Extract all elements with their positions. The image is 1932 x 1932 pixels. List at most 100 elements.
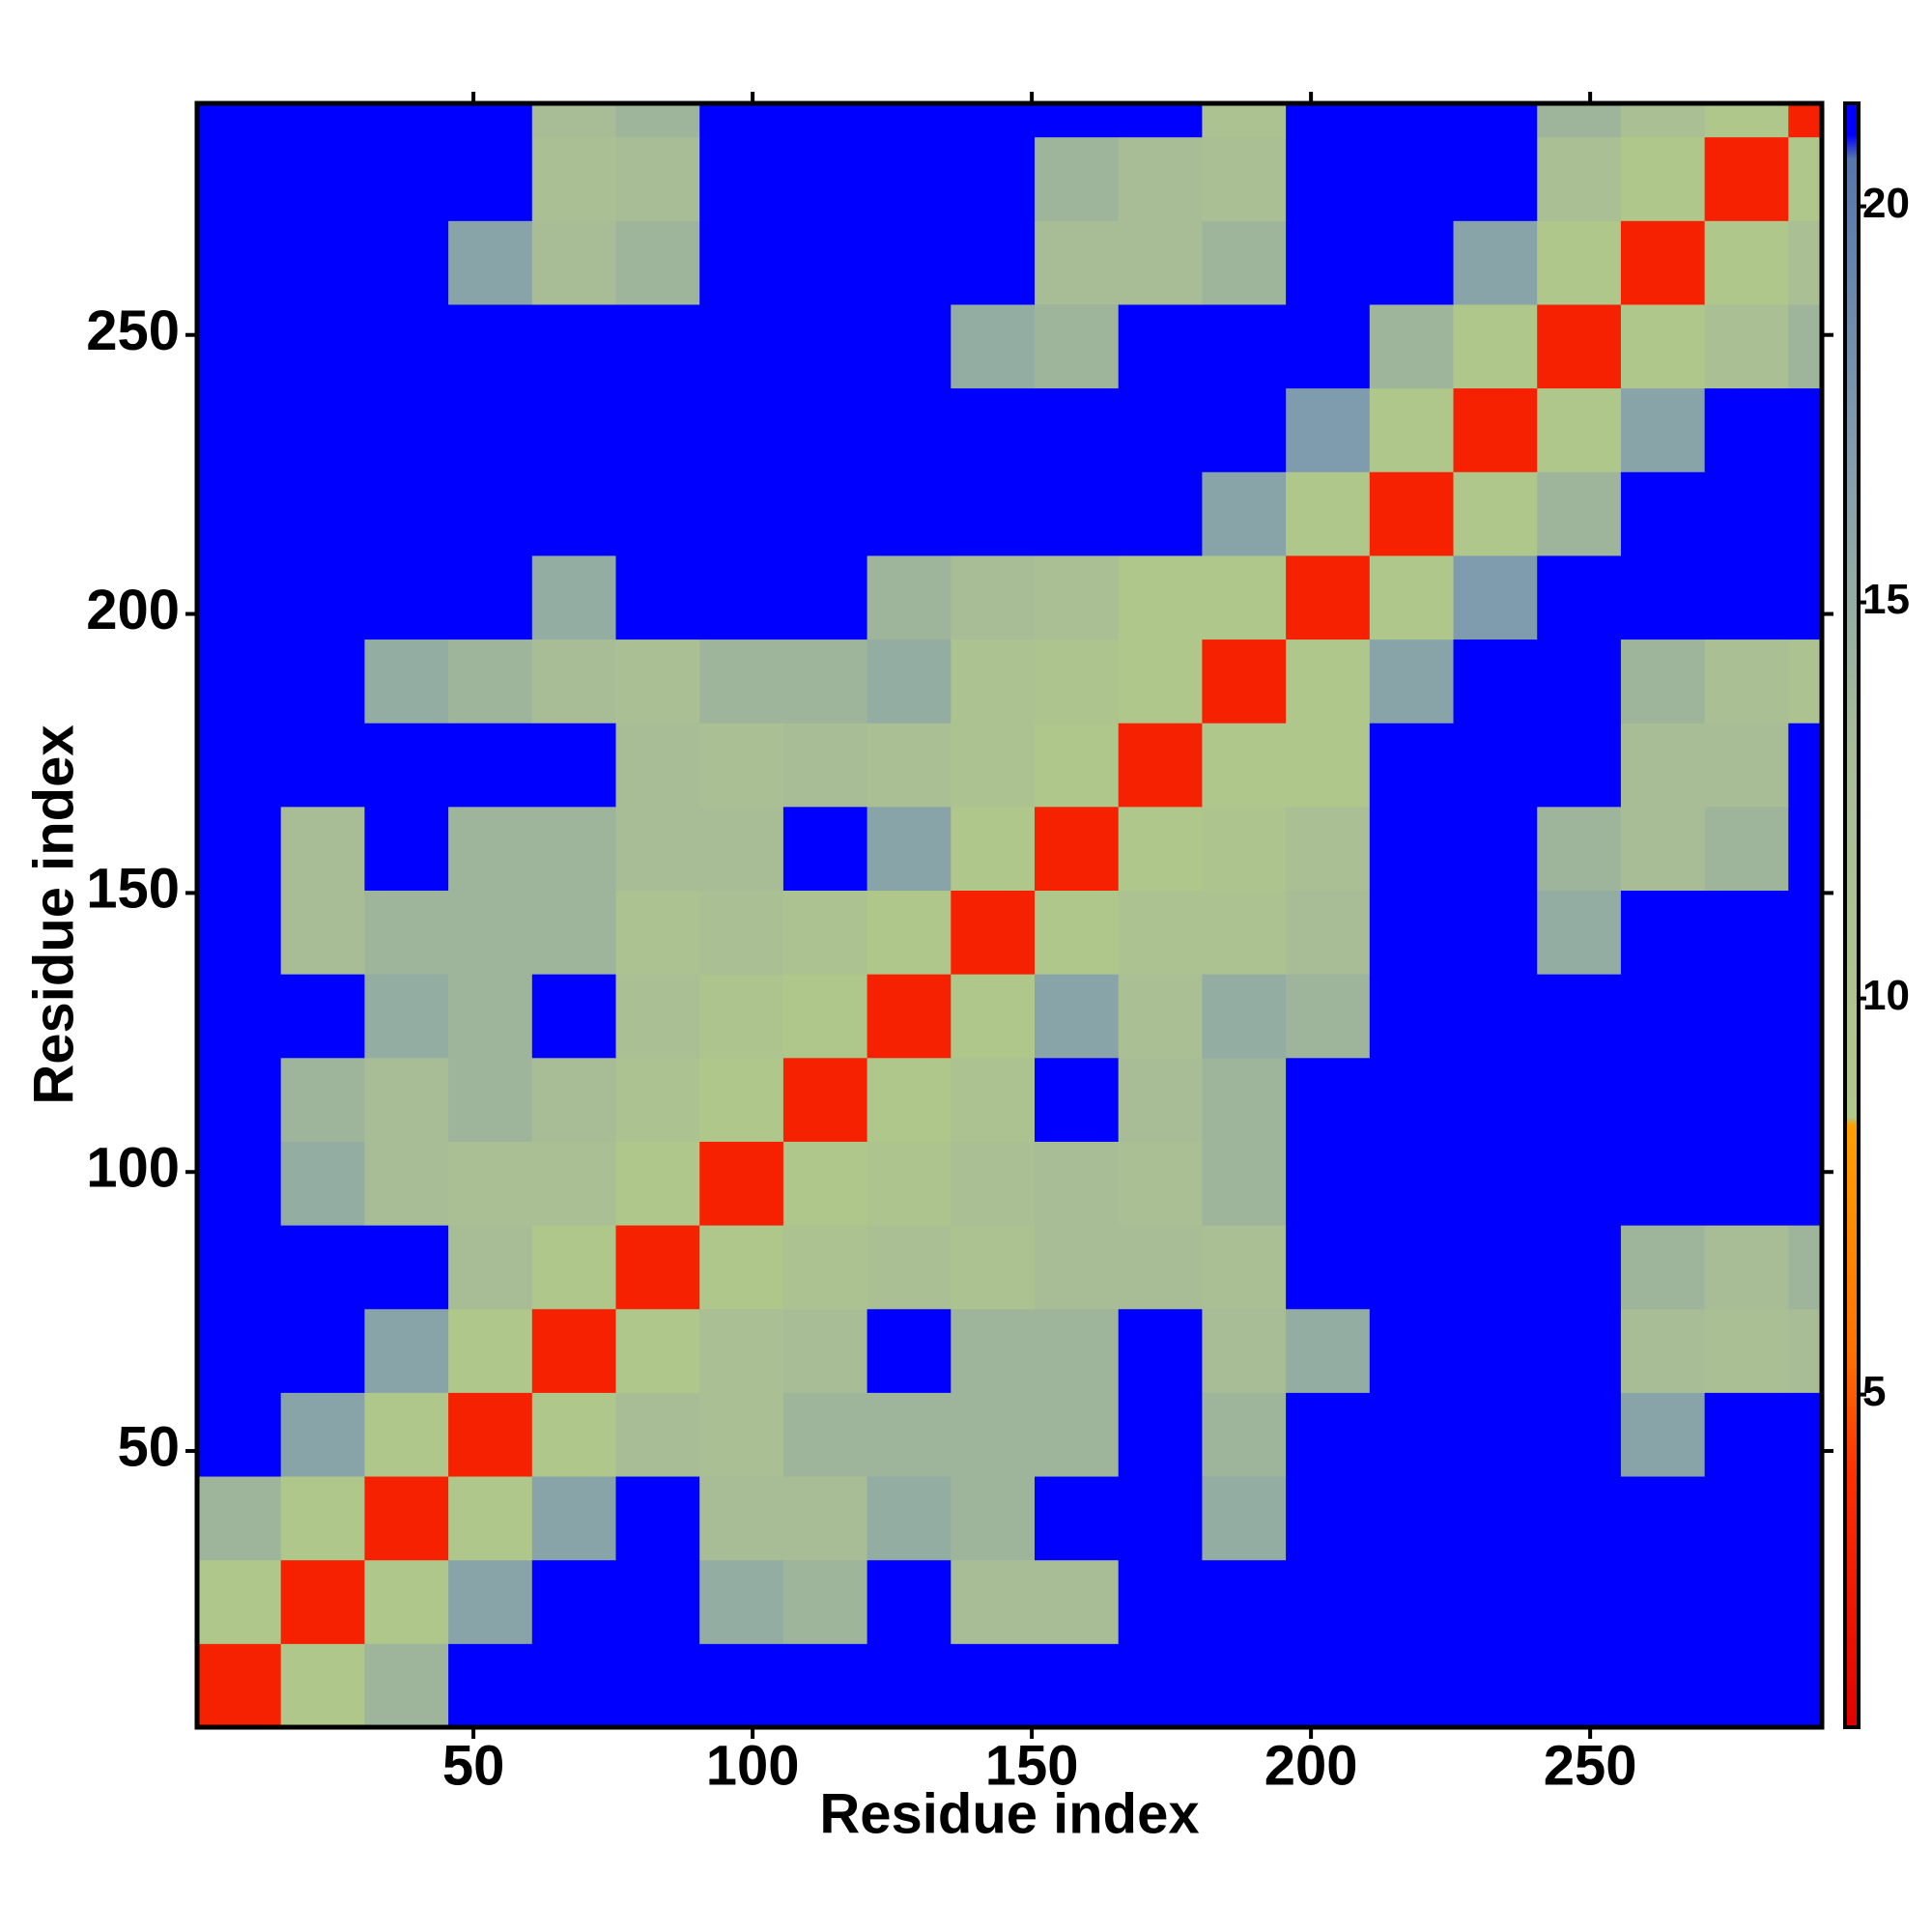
heatmap-cell — [1286, 220, 1371, 305]
heatmap-cell — [951, 1141, 1036, 1226]
heatmap-cell — [951, 220, 1036, 305]
heatmap-cell — [1453, 1057, 1538, 1142]
heatmap-cell — [531, 974, 617, 1059]
heatmap-cell — [615, 1057, 700, 1142]
heatmap-cell — [1704, 136, 1789, 221]
heatmap-cell — [1537, 1476, 1622, 1561]
heatmap-cell — [1369, 136, 1455, 221]
heatmap-cell — [1369, 1476, 1455, 1561]
heatmap-cell — [531, 723, 617, 808]
heatmap-cell — [1035, 1225, 1120, 1310]
heatmap-cell — [280, 220, 365, 305]
heatmap-cell — [1453, 639, 1538, 724]
heatmap-cell — [699, 471, 784, 556]
heatmap-cell — [1788, 1643, 1823, 1728]
heatmap-cell — [1788, 1476, 1823, 1561]
heatmap-cell — [867, 1308, 952, 1393]
heatmap-cell — [1118, 974, 1203, 1059]
heatmap-cell — [364, 1392, 449, 1477]
heatmap-cell — [1788, 303, 1823, 389]
heatmap-cell — [1537, 806, 1622, 892]
heatmap-cell — [1035, 136, 1120, 221]
heatmap-cell — [615, 639, 700, 724]
heatmap-cell — [1035, 387, 1120, 472]
heatmap-cell — [1620, 806, 1706, 892]
heatmap-cell — [951, 723, 1036, 808]
heatmap-cell — [280, 1643, 365, 1728]
heatmap-cell — [782, 303, 868, 389]
heatmap-cell — [1202, 1476, 1287, 1561]
heatmap-cell — [280, 471, 365, 556]
heatmap-cell — [867, 806, 952, 892]
heatmap-cell — [951, 103, 1036, 138]
heatmap-cell — [1537, 471, 1622, 556]
heatmap-cell — [867, 1476, 952, 1561]
heatmap-cell — [448, 471, 533, 556]
heatmap-cell — [1788, 103, 1823, 138]
heatmap-cell — [448, 220, 533, 305]
heatmap-cell — [1537, 974, 1622, 1059]
heatmap-cell — [951, 1559, 1036, 1644]
heatmap-cell — [615, 220, 700, 305]
heatmap-cell — [867, 220, 952, 305]
heatmap-cell — [364, 1308, 449, 1393]
heatmap-cell — [867, 1559, 952, 1644]
heatmap-cell — [1286, 387, 1371, 472]
heatmap-cell — [615, 1141, 700, 1226]
heatmap-cell — [280, 1392, 365, 1477]
heatmap-cell — [364, 1057, 449, 1142]
heatmap-cell — [1537, 723, 1622, 808]
heatmap-cell — [1788, 554, 1823, 640]
heatmap-cell — [1788, 1559, 1823, 1644]
heatmap-cell — [448, 103, 533, 138]
heatmap-cell — [1286, 806, 1371, 892]
heatmap-cell — [1118, 723, 1203, 808]
heatmap-cell — [1453, 890, 1538, 975]
heatmap-cell — [1035, 471, 1120, 556]
heatmap-cell — [951, 1057, 1036, 1142]
heatmap-cell — [1453, 1308, 1538, 1393]
heatmap-cell — [531, 806, 617, 892]
heatmap-cell — [867, 387, 952, 472]
heatmap-cell — [448, 136, 533, 221]
heatmap-cell — [1537, 1308, 1622, 1393]
heatmap-cell — [531, 1392, 617, 1477]
heatmap-cell — [1620, 1476, 1706, 1561]
heatmap-cell — [1704, 723, 1789, 808]
heatmap-cell — [1537, 103, 1622, 138]
heatmap-cell — [1202, 303, 1287, 389]
heatmap-cell — [782, 471, 868, 556]
heatmap-cell — [280, 303, 365, 389]
heatmap-cell — [867, 554, 952, 640]
heatmap-cell — [782, 1476, 868, 1561]
heatmap-cell — [1788, 1225, 1823, 1310]
heatmap-cell — [280, 136, 365, 221]
colorbar — [1843, 101, 1861, 1729]
heatmap-cell — [280, 103, 365, 138]
heatmap-cell — [615, 890, 700, 975]
heatmap-cell — [1118, 1225, 1203, 1310]
heatmap-cell — [197, 723, 282, 808]
heatmap-cell — [1118, 1392, 1203, 1477]
heatmap-cell — [1788, 1392, 1823, 1477]
heatmap-cell — [1537, 1643, 1622, 1728]
heatmap-cell — [615, 136, 700, 221]
heatmap-cell — [699, 639, 784, 724]
heatmap-cell — [1537, 303, 1622, 389]
heatmap-cell — [531, 136, 617, 221]
heatmap-cell — [1620, 723, 1706, 808]
heatmap-cell — [1453, 103, 1538, 138]
heatmap-cell — [1118, 890, 1203, 975]
heatmap-cell — [448, 1643, 533, 1728]
heatmap-cell — [615, 1392, 700, 1477]
heatmap-cell — [782, 1057, 868, 1142]
heatmap-cell — [1369, 471, 1455, 556]
heatmap-cell — [782, 723, 868, 808]
heatmap-cell — [1453, 136, 1538, 221]
heatmap-cell — [1369, 303, 1455, 389]
heatmap-cell — [615, 974, 700, 1059]
colorbar-tick-label: 5 — [1862, 1368, 1886, 1415]
heatmap-cell — [782, 974, 868, 1059]
heatmap-cell — [1620, 639, 1706, 724]
heatmap-cell — [782, 554, 868, 640]
